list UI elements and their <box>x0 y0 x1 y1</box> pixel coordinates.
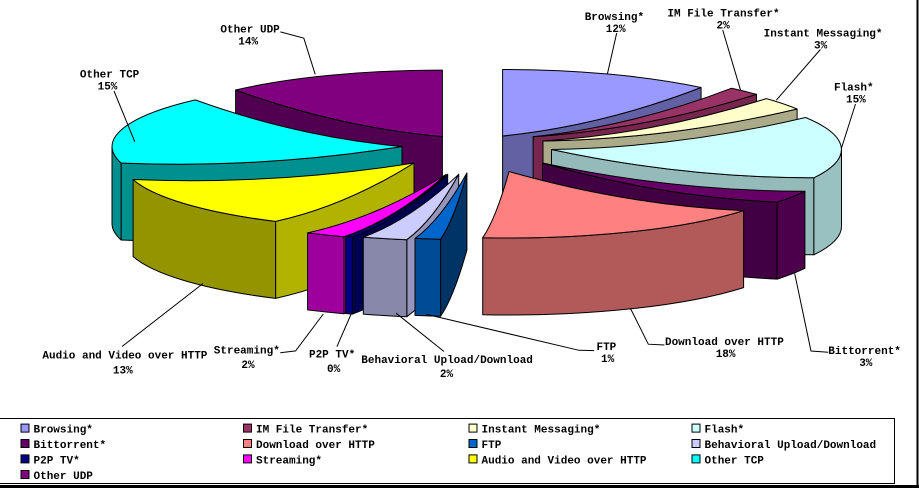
svg-text:2%: 2% <box>440 369 454 381</box>
svg-text:Audio and Video over HTTP: Audio and Video over HTTP <box>482 455 647 467</box>
svg-text:Instant Messaging*: Instant Messaging* <box>764 28 883 40</box>
svg-text:Bittorrent*: Bittorrent* <box>34 440 107 452</box>
svg-text:13%: 13% <box>113 365 133 377</box>
svg-text:Other UDP: Other UDP <box>34 471 94 483</box>
svg-text:FTP: FTP <box>596 342 616 354</box>
svg-text:15%: 15% <box>846 95 866 107</box>
svg-text:2%: 2% <box>241 360 255 372</box>
svg-text:Download over HTTP: Download over HTTP <box>256 440 375 452</box>
svg-text:P2P TV*: P2P TV* <box>309 350 355 362</box>
svg-text:12%: 12% <box>606 24 626 36</box>
svg-text:Browsing*: Browsing* <box>585 12 644 24</box>
svg-text:0%: 0% <box>327 364 341 376</box>
svg-text:Behavioral Upload/Download: Behavioral Upload/Download <box>705 440 877 452</box>
svg-text:Other UDP: Other UDP <box>220 25 280 37</box>
svg-text:Download over HTTP: Download over HTTP <box>665 337 784 349</box>
svg-text:Bittorrent*: Bittorrent* <box>828 346 901 358</box>
svg-text:15%: 15% <box>98 81 118 93</box>
svg-text:Browsing*: Browsing* <box>34 425 93 437</box>
svg-text:P2P TV*: P2P TV* <box>34 455 80 467</box>
svg-text:3%: 3% <box>814 40 828 52</box>
svg-text:Flash*: Flash* <box>834 83 874 95</box>
svg-text:3%: 3% <box>859 358 873 370</box>
svg-text:IM File Transfer*: IM File Transfer* <box>667 9 779 21</box>
svg-text:Other TCP: Other TCP <box>80 69 140 81</box>
svg-text:Other TCP: Other TCP <box>705 455 765 467</box>
svg-text:Audio and Video over HTTP: Audio and Video over HTTP <box>42 350 207 362</box>
svg-text:2%: 2% <box>716 21 730 33</box>
svg-text:Behavioral Upload/Download: Behavioral Upload/Download <box>361 355 533 367</box>
svg-text:1%: 1% <box>601 354 615 366</box>
svg-text:Streaming*: Streaming* <box>256 455 322 467</box>
svg-text:Streaming*: Streaming* <box>214 345 280 357</box>
svg-text:IM File Transfer*: IM File Transfer* <box>256 425 368 437</box>
svg-text:Instant Messaging*: Instant Messaging* <box>482 425 601 437</box>
svg-text:18%: 18% <box>716 349 736 361</box>
svg-text:FTP: FTP <box>482 440 502 452</box>
svg-text:14%: 14% <box>238 37 258 49</box>
svg-text:Flash*: Flash* <box>705 425 745 437</box>
